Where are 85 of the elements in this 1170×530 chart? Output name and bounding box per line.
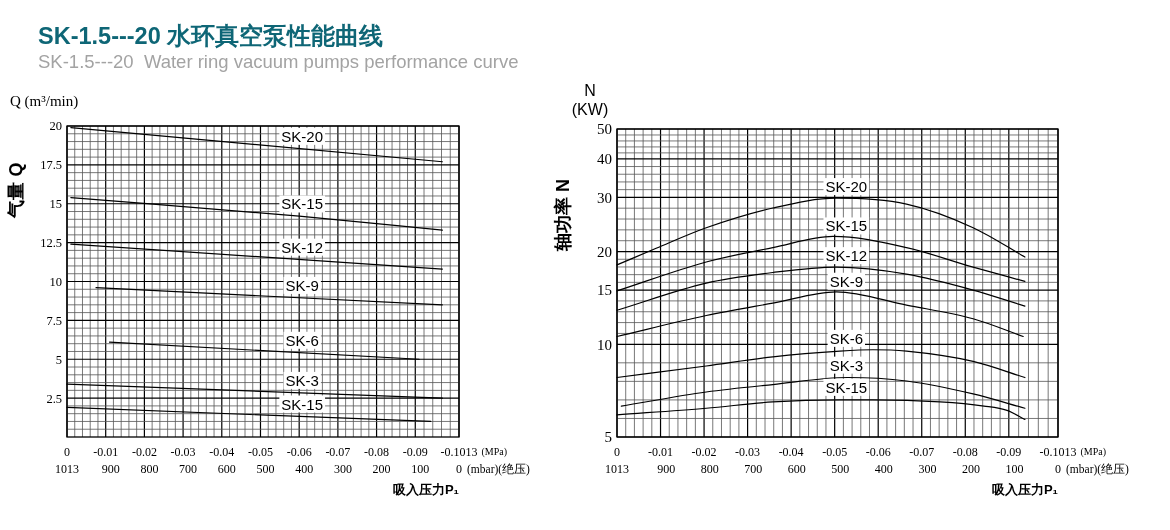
x-tick-label: 0 — [64, 445, 70, 459]
y-axis-title: 气量 Q — [6, 162, 26, 219]
series-label: SK-9 — [285, 276, 319, 294]
y-tick-label: 15 — [597, 282, 612, 299]
x-tick-label: -0.01 — [648, 445, 674, 459]
x2-tick-label: 300 — [333, 462, 352, 476]
x2-tick-label: 700 — [744, 462, 763, 476]
chart-title: SK-1.5---20 水环真空泵性能曲线 — [38, 23, 384, 49]
x2-tick-label: 900 — [101, 462, 120, 476]
y-tick-label: 7.5 — [46, 313, 62, 328]
series-label: SK-3 — [285, 371, 319, 389]
x-tick-label: -0.05 — [822, 445, 848, 459]
x2-tick-label: 100 — [411, 462, 430, 476]
series-label: SK-20 — [825, 178, 868, 196]
x2-tick-label: 600 — [787, 462, 806, 476]
x-tick-label: -0.06 — [286, 445, 312, 459]
x2-tick-label: 200 — [961, 462, 980, 476]
y-tick-label: 5 — [604, 429, 612, 446]
x2-tick-label: 800 — [140, 462, 159, 476]
x2-tick-label: 700 — [179, 462, 198, 476]
x2-tick-label: 400 — [874, 462, 893, 476]
x2-tick-label: 500 — [256, 462, 275, 476]
x-tick-label: -0.04 — [778, 445, 804, 459]
y-tick-label: 12.5 — [40, 236, 62, 250]
x2-tick-label: 500 — [831, 462, 850, 476]
y-tick-label: 17.5 — [40, 158, 62, 173]
x2-axis-title: (mbar)(绝压) — [467, 463, 531, 476]
x2-tick-label: 800 — [700, 462, 719, 476]
x-tick-label: -0.09 — [996, 445, 1022, 459]
x-tick-label: -0.08 — [364, 445, 390, 459]
y-axis-title: 轴功率 N — [553, 179, 573, 252]
y-tick-label: 10 — [49, 274, 62, 289]
series-label: SK-12 — [281, 238, 324, 256]
y-tick-label: 30 — [597, 189, 612, 206]
series-label: SK-15 — [825, 378, 868, 396]
series-label: SK-20 — [281, 127, 324, 145]
x-tick-label: -0.08 — [952, 445, 978, 459]
x2-tick-label: 100 — [1005, 462, 1024, 476]
y-tick-label: 15 — [49, 197, 62, 212]
x-tick-label: -0.07 — [909, 445, 935, 459]
series-label: SK-3 — [829, 356, 863, 374]
series-label: SK-15 — [281, 395, 324, 413]
x2-tick-label: 600 — [217, 462, 236, 476]
x-tick-label: -0.01 — [93, 445, 119, 459]
x-tick-label: -0.04 — [209, 445, 235, 459]
series-label: SK-6 — [285, 331, 319, 349]
x-tick-label: 0 — [614, 445, 620, 459]
x-tick-label: -0.09 — [402, 445, 428, 459]
x2-axis-title: (mbar)(绝压) — [1066, 463, 1130, 476]
y-tick-label: 2.5 — [46, 391, 62, 406]
text: (MPa) — [481, 446, 508, 458]
x-tick-label: -0.02 — [131, 445, 157, 459]
y-tick-label: 20 — [49, 119, 62, 134]
x2-tick-label: 1013 — [605, 462, 629, 476]
x2-tick-label: 900 — [657, 462, 676, 476]
text: Q (m³/min) — [10, 92, 79, 111]
x-tick-label: -0.05 — [247, 445, 273, 459]
x-tick-label: -0.03 — [170, 445, 196, 459]
x-axis-title: 吸入压力P₁ — [392, 482, 459, 497]
series-label: SK-12 — [825, 247, 868, 265]
x2-tick-label: 0 — [1055, 462, 1061, 476]
text: N (KW) — [570, 81, 610, 119]
series-label: SK-9 — [829, 272, 863, 290]
x-tick-label: -0.03 — [735, 445, 761, 459]
y-tick-label: 20 — [597, 243, 612, 260]
x-tick-label: -0.06 — [865, 445, 891, 459]
y-tick-label: 40 — [597, 151, 612, 168]
y-tick-label: 10 — [597, 336, 612, 353]
x-tick-label: -0.02 — [691, 445, 717, 459]
y-tick-label: 5 — [55, 352, 62, 367]
x2-tick-label: 0 — [456, 462, 462, 476]
x2-tick-label: 400 — [295, 462, 314, 476]
x-tick-label: -0.1013 — [440, 445, 478, 459]
series-label: SK-15 — [281, 195, 324, 213]
text: (MPa) — [1080, 446, 1107, 458]
series-label: SK-15 — [825, 217, 868, 235]
series-label: SK-6 — [829, 329, 863, 347]
x-tick-label: -0.1013 — [1039, 445, 1077, 459]
x2-tick-label: 200 — [372, 462, 391, 476]
x-tick-label: -0.07 — [325, 445, 351, 459]
y-tick-label: 50 — [597, 121, 612, 138]
x-axis-title: 吸入压力P₁ — [991, 482, 1058, 497]
chart-subtitle: SK-1.5---20 Water ring vacuum pumps performance curve — [38, 51, 519, 72]
x2-tick-label: 1013 — [55, 462, 79, 476]
x2-tick-label: 300 — [918, 462, 937, 476]
